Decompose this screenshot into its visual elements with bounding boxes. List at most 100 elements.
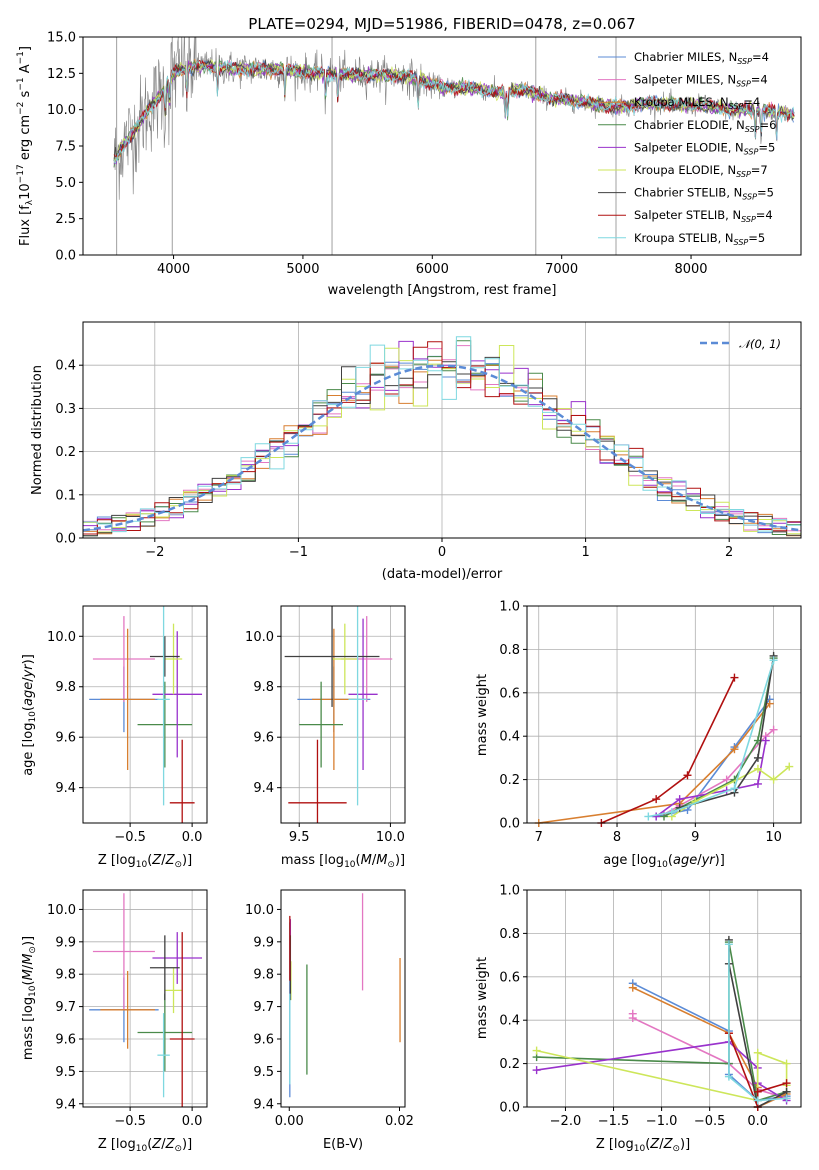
age-vs-mass-errorbar-point	[332, 623, 358, 695]
mass-vs-ebv-ytick-label: 9.5	[253, 1065, 274, 1080]
spectrum-ytick-label: 12.5	[47, 67, 76, 82]
residuals-xtick-label: 1	[581, 545, 589, 560]
massweight-vs-age-marker	[683, 805, 692, 814]
mass-vs-Z-errorbar-point	[169, 932, 195, 1107]
residuals-xlabel: (data-model)/error	[382, 567, 503, 582]
mass-vs-Z-xlabel: Z [log10(Z/Z⊙)]	[98, 1137, 192, 1154]
spectrum-model-trace	[113, 60, 795, 165]
mass-vs-Z-xtick-label: −0.5	[114, 1114, 146, 1129]
mass-vs-Z-errorbar-point	[152, 932, 203, 984]
age-vs-metallicity-panel: −0.5 0.0 9.4 9.6 9.8 10.0 Z [log10(Z/Z⊙)] age…	[21, 605, 208, 870]
spectrum-ylabel: Flux [fλ10−17 erg cm−2 s−1 A−1]	[16, 46, 35, 246]
legend-label: Salpeter ELODIE, NSSP=5	[634, 140, 775, 156]
age-vs-mass-errorbar-point	[348, 618, 378, 771]
age-vs-Z-xlabel: Z [log10(Z/Z⊙)]	[98, 853, 192, 870]
legend-label: Kroupa ELODIE, NSSP=7	[634, 163, 768, 179]
massweight-vs-age-marker	[652, 812, 661, 821]
massweight-vs-Z-xtick-label: −2.0	[550, 1114, 582, 1129]
spectrum-ytick-label: 7.5	[55, 140, 76, 155]
massweight-vs-Z-marker	[532, 1066, 541, 1075]
legend-label: Salpeter STELIB, NSSP=4	[634, 208, 773, 224]
spectrum-xtick-label: 4000	[157, 262, 190, 277]
spectrum-xtick-label: 6000	[416, 262, 449, 277]
massweight-vs-Z-marker	[782, 1059, 791, 1068]
spectrum-xlabel: wavelength [Angstrom, rest frame]	[328, 283, 557, 298]
massweight-vs-age-ytick-label: 0.8	[499, 643, 520, 658]
spectrum-panel: PLATE=0294, MJD=51986, FIBERID=0478, z=0…	[16, 15, 802, 298]
massweight-vs-age-marker	[675, 795, 684, 804]
spectrum-xtick-label: 7000	[545, 262, 578, 277]
mass-vs-ebv-ytick-label: 9.7	[253, 1000, 274, 1015]
residuals-legend: 𝒩(0, 1)	[700, 337, 781, 351]
legend-label: Kroupa MILES, NSSP=4	[634, 95, 760, 111]
residuals-ytick-label: 0.4	[55, 359, 76, 374]
massweight-vs-age-xtick-label: 7	[535, 830, 543, 845]
massweight-vs-Z-series	[724, 940, 791, 1105]
mass-vs-Z-ytick-label: 9.6	[55, 1032, 76, 1047]
spectrum-xtick-label: 8000	[674, 262, 707, 277]
spectrum-legend: Chabrier MILES, NSSP=4 Salpeter MILES, NS…	[598, 50, 776, 247]
mass-vs-Z-errorbar-point	[92, 893, 155, 1010]
massweight-vs-Z-ytick-label: 0.4	[499, 1014, 520, 1029]
residuals-frame	[82, 321, 802, 539]
massweight-vs-age-marker	[753, 764, 762, 773]
massweight-vs-Z-marker	[782, 1079, 791, 1088]
massweight-vs-age-panel: 7 8 9 10 0.0 0.2 0.4 0.6 0.8 1.0 age [log10(age/y…	[475, 600, 802, 870]
spectrum-ytick-label: 15.0	[47, 31, 76, 46]
massweight-vs-age-xlabel: age [log10(age/yr)]	[603, 853, 725, 870]
massweight-vs-age-ytick-label: 0.4	[499, 730, 520, 745]
massweight-vs-Z-ytick-label: 0.2	[499, 1057, 520, 1072]
massweight-vs-age-marker	[785, 762, 794, 771]
residuals-xtick-label: −1	[289, 545, 308, 560]
mass-vs-ebv-xtick-label: 0.02	[385, 1114, 414, 1129]
mass-vs-Z-ytick-label: 9.7	[55, 1000, 76, 1015]
age-vs-Z-errorbar-point	[100, 628, 155, 771]
massweight-vs-age-ytick-label: 1.0	[499, 600, 520, 615]
age-vs-Z-errorbar-point	[137, 681, 193, 768]
spectrum-model-trace	[113, 59, 795, 164]
massweight-vs-age-marker	[730, 784, 739, 793]
massweight-vs-age-ylabel: mass weight	[475, 674, 490, 756]
age-vs-Z-errorbar-point	[152, 631, 203, 758]
legend-label: Kroupa STELIB, NSSP=5	[634, 231, 765, 247]
mass-vs-ebv-ytick-label: 9.4	[253, 1097, 274, 1112]
mass-vs-Z-errorbar-point	[137, 993, 193, 1072]
mass-vs-Z-ylabel: mass [log10(M/M⊙)]	[21, 936, 38, 1060]
massweight-vs-age-marker	[652, 795, 661, 804]
massweight-vs-Z-marker	[753, 1087, 762, 1096]
mass-vs-ebv-ytick-label: 9.8	[253, 968, 274, 983]
residuals-ytick-label: 0.2	[55, 445, 76, 460]
mass-vs-Z-xtick-label: 0.0	[182, 1114, 203, 1129]
mass-vs-Z-errorbar-point	[157, 1013, 170, 1098]
age-vs-mass-errorbar-point	[348, 606, 367, 806]
spectrum-xtick-label: 5000	[286, 262, 319, 277]
age-vs-mass-xtick-label: 10.0	[376, 830, 405, 845]
massweight-vs-age-ytick-label: 0.6	[499, 686, 520, 701]
age-vs-Z-xtick-label: −0.5	[114, 830, 146, 845]
mass-vs-Z-frame	[82, 889, 208, 1108]
massweight-vs-age-marker	[753, 779, 762, 788]
massweight-vs-Z-frame	[526, 889, 802, 1108]
massweight-vs-age-xtick-label: 9	[691, 830, 699, 845]
age-vs-Z-errorbar-point	[92, 616, 155, 702]
age-vs-mass-errorbar-point	[288, 739, 347, 823]
age-vs-mass-errorbar-point	[299, 681, 343, 768]
age-vs-mass-frame	[280, 605, 406, 824]
legend-label: Chabrier ELODIE, NSSP=6	[634, 118, 776, 134]
mass-vs-Z-errorbar-point	[100, 970, 155, 1049]
age-vs-mass-errorbar-point	[284, 606, 380, 707]
spectrum-traces	[113, 37, 795, 255]
massweight-vs-age-marker	[683, 771, 692, 780]
massweight-vs-age-marker	[769, 656, 778, 665]
residuals-ytick-label: 0.1	[55, 488, 76, 503]
massweight-vs-Z-ytick-label: 0.6	[499, 970, 520, 985]
residuals-panel: −2 −1 0 1 2 0.0 0.1 0.2 0.3 0.4 (data-model)/erro…	[30, 321, 802, 582]
massweight-vs-Z-marker	[753, 1096, 762, 1105]
spectrum-ytick-label: 2.5	[55, 212, 76, 227]
massweight-vs-age-marker	[722, 775, 731, 784]
residuals-xtick-label: 2	[725, 545, 733, 560]
massweight-vs-age-marker	[667, 808, 676, 817]
age-vs-Z-errorbar-point	[149, 636, 180, 677]
gaussian-curve	[83, 364, 801, 532]
mass-vs-Z-ytick-label: 9.4	[55, 1097, 76, 1112]
